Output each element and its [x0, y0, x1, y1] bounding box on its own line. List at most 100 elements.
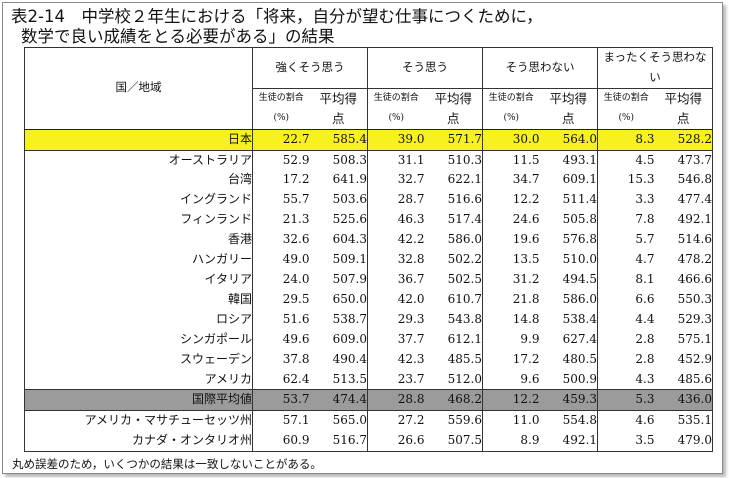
score-cell: 468.2	[424, 389, 483, 411]
pct-cell: 7.8	[597, 210, 655, 231]
score-cell: 586.0	[562, 291, 597, 306]
pct-cell: 5.7	[597, 230, 655, 251]
table-row: 日本 22.7 585.4 39.0 571.7 30.0 564.0 8.3 528.2	[24, 129, 713, 151]
score-cell: 565.0	[332, 413, 367, 428]
pct-cell: 31.2	[482, 269, 540, 290]
pct-cell: 55.7	[252, 190, 310, 211]
score-cell: 622.1	[447, 172, 482, 187]
score-cell: 511.4	[562, 192, 597, 207]
score-cell: 485.5	[447, 351, 482, 366]
pct-cell: 29.3	[367, 309, 425, 330]
pct-cell: 14.8	[482, 309, 540, 330]
score-cell: 528.2	[654, 129, 713, 151]
score-cell: 502.2	[447, 252, 482, 267]
table-row: イングランド 55.7 503.6 28.7 516.6 12.2 511.4 3.3 477.…	[25, 190, 713, 211]
table-row: カナダ・オンタリオ州 60.9 516.7 26.6 507.5 8.9 492.1 3.5 4…	[25, 431, 713, 452]
pct-cell: 57.1	[252, 410, 310, 432]
score-cell: 485.6	[677, 371, 713, 386]
pct-cell: 5.3	[597, 389, 655, 411]
country-cell: イングランド	[179, 192, 252, 207]
pct-cell: 9.9	[482, 329, 540, 350]
score-cell: 576.8	[562, 232, 597, 247]
score-cell: 641.9	[332, 172, 367, 187]
table-row: イタリア 24.0 507.9 36.7 502.5 31.2 494.5 8.1 466.6	[25, 269, 713, 290]
score-cell: 492.1	[677, 212, 713, 227]
country-cell: 香港	[227, 232, 252, 247]
pct-header: 生徒の割合(%)	[597, 88, 655, 130]
pct-cell: 6.6	[597, 289, 655, 310]
pct-cell: 34.7	[482, 170, 540, 191]
score-cell: 554.8	[562, 413, 597, 428]
table-row: スウェーデン 37.8 490.4 42.3 485.5 17.2 480.5 2.8 452.…	[25, 349, 713, 370]
category-disagree: そう思わない	[482, 47, 598, 89]
pct-cell: 28.8	[367, 389, 425, 411]
score-cell: 571.7	[424, 129, 483, 151]
pct-cell: 4.3	[597, 369, 655, 390]
score-cell: 575.1	[677, 331, 713, 346]
pct-cell: 32.7	[367, 170, 425, 191]
score-cell: 500.9	[562, 371, 597, 386]
pct-cell: 12.2	[482, 190, 540, 211]
pct-header: 生徒の割合(%)	[252, 88, 310, 130]
score-cell: 474.4	[309, 389, 368, 411]
table-row: シンガポール 49.6 609.0 37.7 612.1 9.9 627.4 2.8 575.1	[25, 329, 713, 350]
score-cell: 436.0	[654, 389, 713, 411]
category-header-row: 国／地域 強くそう思う そう思う そう思わない まったくそう思わない	[24, 47, 713, 130]
score-cell: 546.8	[677, 172, 713, 187]
table-row: 香港 32.6 604.3 42.2 586.0 19.6 576.8 5.7 514.6	[25, 230, 713, 251]
pct-cell: 60.9	[252, 431, 310, 452]
pct-cell: 8.1	[597, 269, 655, 290]
score-cell: 492.1	[562, 433, 597, 448]
score-cell: 564.0	[539, 129, 598, 151]
pct-cell: 49.0	[252, 250, 310, 270]
table-row: アメリカ 62.4 513.5 23.7 512.0 9.6 500.9 4.3 485.6	[25, 369, 713, 390]
score-header: 平均得点	[539, 88, 598, 130]
score-cell: 559.6	[447, 413, 482, 428]
pct-cell: 12.2	[482, 389, 540, 411]
table-row: アメリカ・マサチューセッツ州 57.1 565.0 27.2 559.6 11.0 554.…	[25, 410, 713, 432]
category-agree: そう思う	[367, 47, 483, 89]
pct-cell: 62.4	[252, 369, 310, 390]
country-cell: 国際平均値	[24, 389, 253, 411]
pct-cell: 30.0	[482, 129, 540, 151]
pct-cell: 8.3	[597, 129, 655, 151]
country-cell: アメリカ・マサチューセッツ州	[84, 413, 252, 428]
pct-cell: 51.6	[252, 309, 310, 330]
country-cell: オーストラリア	[168, 152, 252, 167]
title-line-1: 表2-14 中学校２年生における「将来，自分が望む仕事につくために，	[11, 7, 543, 26]
table-row: ハンガリー 49.0 509.1 32.8 502.2 13.5 510.0 4.7 478.2	[25, 250, 713, 270]
category-strongly-agree: 強くそう思う	[252, 47, 368, 89]
pct-cell: 23.7	[367, 369, 425, 390]
pct-cell: 28.7	[367, 190, 425, 211]
score-cell: 513.5	[332, 371, 367, 386]
pct-cell: 52.9	[252, 150, 310, 171]
country-cell: フィンランド	[180, 212, 252, 227]
score-cell: 479.0	[677, 433, 713, 448]
score-cell: 525.6	[332, 212, 367, 227]
pct-cell: 36.7	[367, 269, 425, 290]
score-cell: 612.1	[447, 331, 482, 346]
footnote: 丸め誤差のため，いくつかの結果は一致しないことがある。	[12, 457, 322, 471]
score-cell: 538.4	[562, 311, 597, 326]
pct-cell: 31.1	[367, 150, 425, 171]
pct-cell: 11.5	[482, 150, 540, 171]
table-row: フィンランド 21.3 525.6 46.3 517.4 24.6 505.8 7.8 492.…	[25, 210, 713, 231]
score-cell: 585.4	[309, 129, 368, 151]
country-cell: アメリカ	[204, 371, 252, 386]
score-cell: 494.5	[562, 271, 597, 286]
country-cell: シンガポール	[179, 331, 252, 346]
table-row: 台湾 17.2 641.9 32.7 622.1 34.7 609.1 15.3 546.8	[25, 170, 713, 191]
pct-cell: 37.8	[252, 349, 310, 370]
score-cell: 516.6	[447, 192, 482, 207]
score-cell: 473.7	[677, 152, 713, 167]
score-cell: 516.7	[332, 433, 367, 448]
pct-cell: 15.3	[597, 170, 655, 191]
pct-header: 生徒の割合(%)	[367, 88, 425, 130]
score-cell: 610.7	[447, 291, 482, 306]
country-cell: スウェーデン	[179, 351, 252, 366]
score-cell: 512.0	[447, 371, 482, 386]
score-cell: 502.5	[447, 271, 482, 286]
score-cell: 609.0	[332, 331, 367, 346]
country-cell: 韓国	[227, 291, 252, 306]
pct-cell: 11.0	[482, 410, 540, 432]
